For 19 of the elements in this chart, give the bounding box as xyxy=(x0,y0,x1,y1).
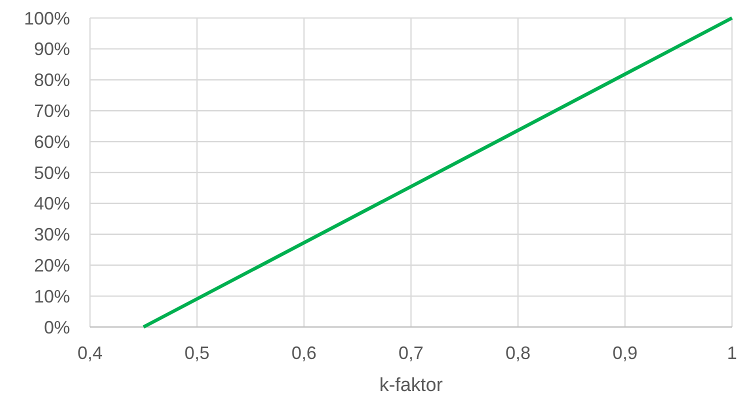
x-tick-label: 0,9 xyxy=(612,343,638,363)
x-axis-title: k-faktor xyxy=(379,375,444,396)
y-tick-label: 10% xyxy=(34,286,70,306)
x-tick-label: 1 xyxy=(726,343,738,363)
x-tick-label: 0,4 xyxy=(77,343,103,363)
y-tick-label: 80% xyxy=(34,70,70,90)
y-tick-label: 40% xyxy=(34,194,70,214)
y-tick-label: 50% xyxy=(34,162,70,183)
y-tick-label: 100% xyxy=(24,8,70,28)
y-tick-label: 70% xyxy=(34,101,70,121)
y-tick-label: 30% xyxy=(34,224,70,245)
x-tick-label: 0,5 xyxy=(184,343,210,363)
x-tick-label: 0,6 xyxy=(291,343,317,363)
y-tick-label: 90% xyxy=(34,39,70,60)
x-tick-label: 0,7 xyxy=(398,343,424,363)
y-tick-label: 0% xyxy=(44,317,70,338)
y-tick-label: 60% xyxy=(34,132,70,152)
x-tick-label: 0,8 xyxy=(505,343,531,363)
y-tick-label: 20% xyxy=(34,256,70,276)
